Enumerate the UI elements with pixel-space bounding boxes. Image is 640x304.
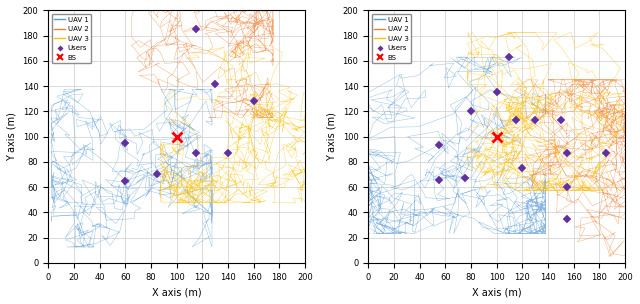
Legend: UAV 1, UAV 2, UAV 3, Users, BS: UAV 1, UAV 2, UAV 3, Users, BS [372, 14, 411, 63]
X-axis label: X axis (m): X axis (m) [472, 287, 522, 297]
Y-axis label: Y axis (m): Y axis (m) [327, 112, 337, 161]
X-axis label: X axis (m): X axis (m) [152, 287, 202, 297]
Y-axis label: Y axis (m): Y axis (m) [7, 112, 17, 161]
Legend: UAV 1, UAV 2, UAV 3, Users, BS: UAV 1, UAV 2, UAV 3, Users, BS [52, 14, 91, 63]
